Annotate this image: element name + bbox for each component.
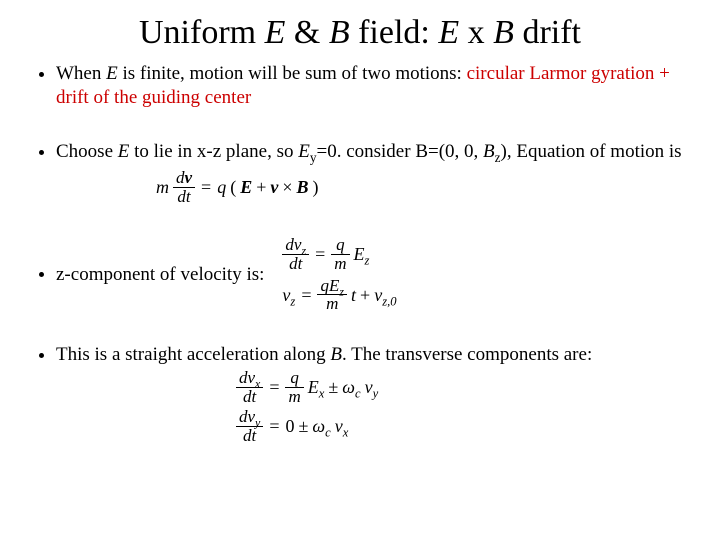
dvz-m: m — [334, 254, 346, 273]
dvz-eq: = — [313, 243, 327, 266]
title-x: x — [459, 14, 493, 51]
b4-B: B — [330, 344, 342, 365]
bullet-4: This is a straight acceleration along B.… — [56, 343, 690, 444]
lor-B: B — [297, 176, 309, 199]
b1-t1: When — [56, 63, 106, 84]
bullet-1: When E is finite, motion will be sum of … — [56, 62, 690, 110]
title-amp: & — [285, 14, 328, 51]
lor-rp: ) — [313, 176, 319, 199]
b2-t2: to lie in x-z plane, so — [129, 141, 298, 162]
title-B: B — [329, 14, 350, 51]
b4-t2: . The transverse components are: — [342, 344, 592, 365]
dvz-num: dvz — [285, 235, 306, 254]
lor-lp: ( — [230, 176, 236, 199]
title-text-2: field: — [350, 14, 439, 51]
vz-plus: + — [360, 284, 370, 307]
lor-dt: dt — [177, 187, 190, 206]
b2-Bz: B — [483, 141, 495, 162]
b2-t3: =0. consider B=(0, 0, — [316, 141, 483, 162]
vz-v0: vz,0 — [374, 284, 396, 307]
b1-E: E — [106, 63, 118, 84]
lor-dv: dv — [176, 168, 192, 187]
vz-qE: qEz — [320, 276, 344, 295]
b2-E: E — [118, 141, 130, 162]
eq-vz: vz = qEz m t + vz,0 — [282, 277, 396, 314]
bullet-2: Choose E to lie in x-z plane, so Ey=0. c… — [56, 140, 690, 206]
lor-m: m — [156, 176, 169, 199]
b4-t1: This is a straight acceleration along — [56, 344, 330, 365]
lor-q: q — [217, 176, 226, 199]
b1-t2: is finite, motion will be sum of two mot… — [118, 63, 467, 84]
eq-transverse: dvx dt = q m Ex ± ωc vy dvy — [236, 369, 690, 444]
b2-Ey: E — [298, 141, 310, 162]
vz-m: m — [326, 294, 338, 313]
dvz-q: q — [336, 235, 345, 254]
eq-lorentz: m dv dt = q ( E + v × B ) — [156, 169, 690, 206]
eq-dvy: dvy dt = 0 ± ωc vx — [236, 408, 690, 445]
lor-E: E — [240, 176, 252, 199]
eq-dvz: dvz dt = q m Ez — [282, 236, 396, 273]
lor-frac: dv dt — [173, 169, 195, 206]
bullet-list: When E is finite, motion will be sum of … — [30, 62, 690, 444]
dvz-E: Ez — [354, 243, 370, 266]
b2-t4: ), Equation of motion is — [501, 141, 682, 162]
title-B2: B — [493, 14, 514, 51]
title-text-3: drift — [514, 14, 581, 51]
eq-z-column: dvz dt = q m Ez vz = — [282, 236, 396, 313]
vz-eq: = — [299, 284, 313, 307]
bullet-3: z-component of velocity is: dvz dt = q m… — [56, 236, 690, 313]
dvz-dt: dt — [289, 254, 302, 273]
lor-eq: = — [199, 176, 213, 199]
eq-dvx: dvx dt = q m Ex ± ωc vy — [236, 369, 690, 406]
vz-t: t — [351, 284, 356, 307]
lor-plus: + — [256, 176, 266, 199]
lor-times: × — [282, 176, 292, 199]
b3-t1: z-component of velocity is: — [56, 263, 264, 287]
vz-v: vz — [282, 284, 295, 307]
slide-title: Uniform E & B field: E x B drift — [30, 14, 690, 52]
title-E2: E — [438, 14, 459, 51]
title-E: E — [265, 14, 286, 51]
slide: Uniform E & B field: E x B drift When E … — [0, 0, 720, 540]
lor-v: v — [270, 176, 278, 199]
title-text-1: Uniform — [139, 14, 265, 51]
b2-t1: Choose — [56, 141, 118, 162]
